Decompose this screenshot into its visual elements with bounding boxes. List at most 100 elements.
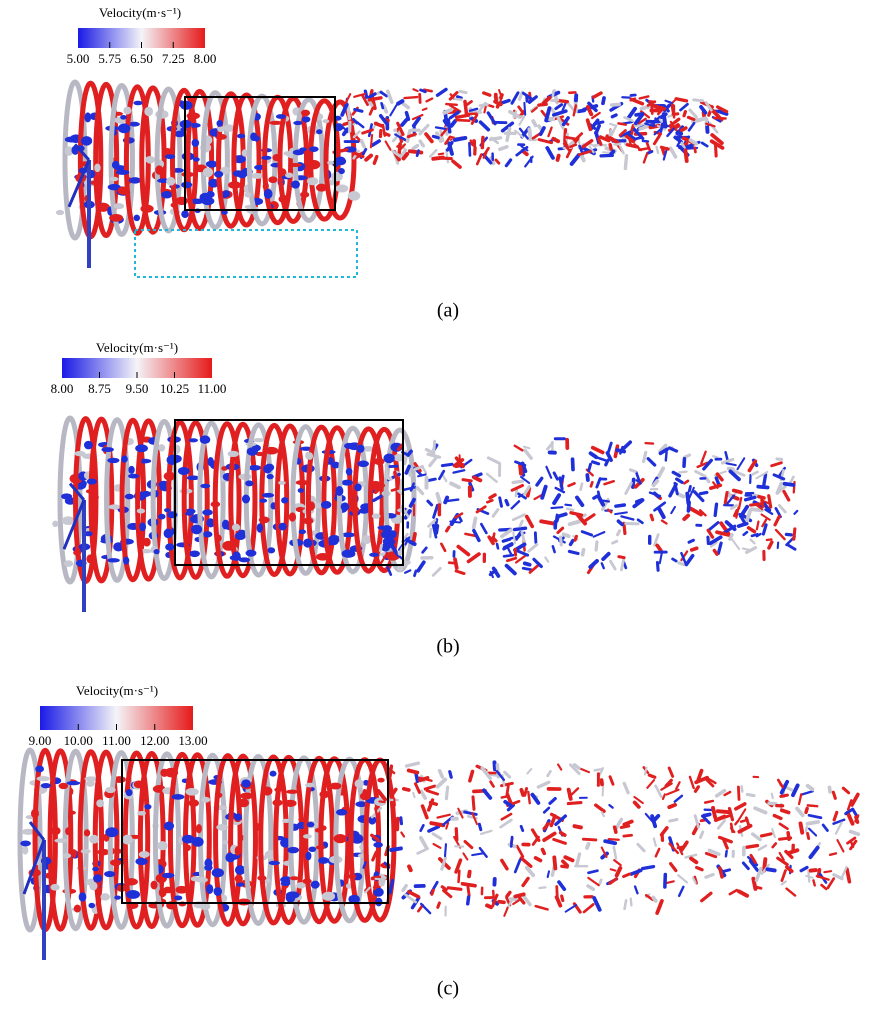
vortex-blob (186, 475, 200, 481)
wake-fragment (735, 506, 740, 519)
wake-fragment (751, 876, 758, 891)
vortex-blob (133, 214, 141, 222)
wake-fragment (753, 806, 768, 815)
colorbar-tick-label: 9.50 (126, 381, 149, 396)
tip-vortex-ring (274, 423, 306, 577)
wake-fragment (510, 91, 520, 105)
vortex-blob (205, 160, 218, 168)
wake-fragment (425, 97, 434, 103)
wake-fragment (443, 843, 448, 858)
vortex-blob (164, 508, 171, 513)
wake-fragment (533, 856, 543, 863)
vortex-blob (237, 529, 247, 539)
wake-fragment (536, 780, 551, 789)
tip-vortex-ring (228, 421, 258, 579)
wake-fragment (725, 494, 736, 506)
wake-fragment (572, 763, 581, 770)
vortex-blob (288, 512, 297, 522)
vortex-blob (252, 437, 265, 443)
wake-fragment (552, 855, 558, 871)
wake-fragment (608, 129, 613, 137)
wake-fragment (831, 790, 837, 800)
tip-vortex-ring (352, 426, 385, 574)
vortex-blob (214, 170, 224, 178)
wake-fragment (699, 105, 708, 115)
wake-fragment (445, 148, 450, 164)
wake-fragment (444, 785, 450, 801)
vortex-blob (86, 554, 95, 564)
vortex-blob (88, 902, 96, 909)
wake-fragment (848, 829, 861, 837)
vortex-blob (157, 841, 168, 851)
wake-fragment (609, 102, 621, 107)
wake-fragment (482, 151, 488, 159)
vortex-blob (202, 531, 213, 538)
wake-fragment (367, 96, 383, 102)
wake-fragment (670, 505, 676, 515)
wake-fragment (542, 821, 550, 831)
wake-fragment (475, 153, 483, 166)
wake-fragment (523, 787, 529, 797)
wake-fragment (451, 159, 462, 169)
wake-fragment (668, 482, 678, 498)
wake-fragment (394, 552, 404, 560)
wake-fragment (404, 464, 411, 475)
wake-fragment (677, 885, 685, 898)
wake-fragment (454, 569, 466, 576)
wake-fragment (510, 483, 524, 492)
wake-fragment (458, 89, 468, 95)
wake-fragment (747, 459, 758, 473)
wake-fragment (401, 883, 408, 893)
vortex-blob (166, 455, 179, 465)
vortex-blob (284, 799, 297, 807)
wake-fragment (820, 883, 828, 891)
colorbar-tick-label: 8.00 (51, 381, 74, 396)
wake-fragment (718, 866, 724, 879)
vortex-blob (125, 788, 133, 797)
wake-fragment (702, 458, 713, 471)
wake-fragment (447, 561, 457, 565)
wake-fragment (552, 837, 567, 845)
wake-fragment (581, 139, 594, 149)
wake-fragment (784, 849, 794, 860)
wake-fragment (608, 877, 618, 885)
wake-fragment (372, 494, 383, 503)
wake-fragment (415, 486, 425, 496)
wake-fragment (385, 89, 394, 104)
vortex-blob (123, 556, 130, 565)
wake-fragment (386, 565, 393, 576)
vortex-blob (306, 177, 319, 186)
wake-fragment (491, 536, 498, 543)
wake-fragment (840, 865, 848, 879)
wake-fragment (836, 839, 845, 853)
wake-fragment (776, 856, 789, 867)
vortex-blob (206, 884, 214, 894)
wake-fragment (568, 787, 580, 798)
wake-fragment (657, 507, 666, 520)
wake-fragment (512, 531, 517, 545)
wake-fragment (607, 837, 620, 841)
wake-fragment (668, 117, 681, 128)
vortex-blob (158, 444, 166, 452)
wake-fragment (518, 462, 524, 476)
wake-fragment (627, 136, 633, 147)
vortex-blob (320, 825, 327, 831)
wake-fragment (563, 855, 575, 863)
wake-fragment (773, 514, 781, 527)
vortex-blob (107, 457, 120, 464)
vortex-blob (240, 792, 254, 800)
wake-fragment (708, 535, 723, 546)
wake-fragment (728, 532, 734, 541)
vortex-blob (347, 191, 361, 201)
wake-fragment (446, 886, 463, 891)
wake-fragment (608, 149, 616, 157)
wake-fragment (716, 819, 727, 830)
wake-fragment (518, 519, 524, 528)
wake-fragment (667, 802, 677, 810)
vortex-blob (232, 170, 244, 177)
wake-fragment (491, 508, 500, 518)
wake-fragment (726, 490, 733, 499)
vortex-blob (238, 557, 251, 563)
tip-vortex-ring (290, 424, 322, 576)
wake-fragment (346, 104, 352, 121)
